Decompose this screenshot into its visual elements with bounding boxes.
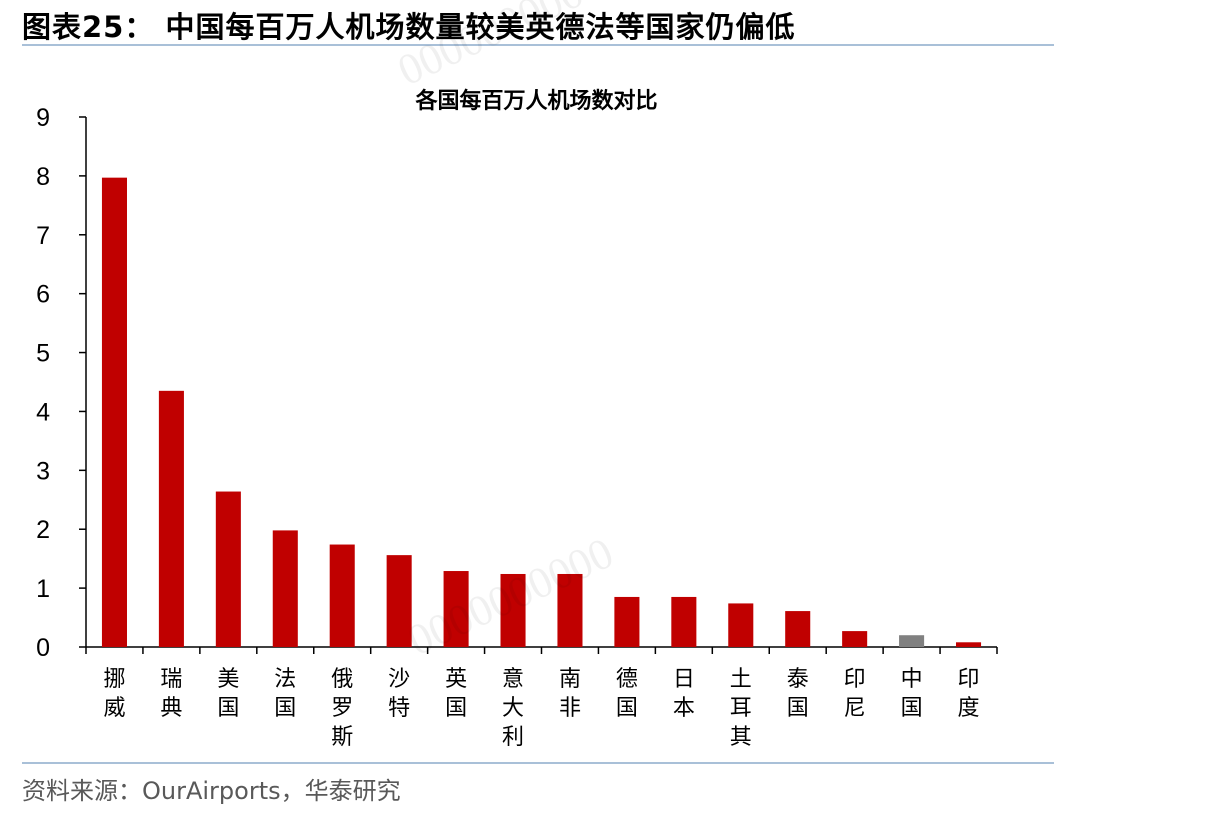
- y-tick-label: 7: [36, 222, 50, 250]
- bar: [671, 596, 697, 647]
- bar: [728, 603, 754, 647]
- bar: [500, 573, 526, 647]
- x-tick-label: 土耳其: [730, 667, 752, 750]
- y-tick-label: 0: [36, 634, 50, 662]
- bar: [443, 571, 469, 647]
- bar: [215, 491, 241, 647]
- y-tick-label: 9: [36, 104, 50, 132]
- y-tick-label: 1: [36, 575, 50, 603]
- x-tick-label: 南非: [559, 667, 581, 721]
- x-tick-label: 印度: [958, 667, 980, 721]
- x-tick-label: 俄罗斯: [331, 667, 353, 750]
- y-tick-label: 5: [36, 340, 50, 368]
- bottom-divider: [22, 762, 1054, 764]
- bar: [614, 596, 640, 647]
- y-tick-label: 8: [36, 163, 50, 191]
- bar: [272, 530, 298, 647]
- x-tick-label: 泰国: [787, 667, 809, 721]
- bar: [899, 635, 925, 647]
- source-note: 资料来源：OurAirports，华泰研究: [22, 777, 401, 805]
- bar: [842, 631, 868, 647]
- bar: [101, 177, 127, 647]
- y-tick-label: 4: [36, 398, 50, 426]
- bar: [785, 611, 811, 647]
- x-tick-label: 沙特: [388, 667, 410, 721]
- x-tick-label: 美国: [217, 667, 239, 721]
- bar: [956, 642, 982, 647]
- x-tick-label: 挪威: [103, 667, 125, 721]
- x-tick-label: 英国: [445, 667, 467, 721]
- bar: [557, 573, 583, 647]
- top-divider: [22, 44, 1054, 46]
- figure-title: 图表25： 中国每百万人机场数量较美英德法等国家仍偏低: [22, 10, 796, 44]
- y-tick-label: 3: [36, 457, 50, 485]
- x-tick-label: 瑞典: [160, 667, 182, 721]
- bar: [329, 544, 355, 647]
- chart-title: 各国每百万人机场数对比: [414, 88, 657, 114]
- y-tick-label: 2: [36, 516, 50, 544]
- x-tick-label: 法国: [274, 667, 296, 721]
- y-tick-label: 6: [36, 281, 50, 309]
- x-tick-label: 意大利: [502, 667, 524, 750]
- bar: [158, 390, 184, 647]
- x-tick-label: 印尼: [844, 667, 866, 721]
- x-tick-label: 中国: [901, 667, 923, 721]
- bar: [386, 555, 412, 647]
- x-tick-label: 德国: [616, 667, 638, 721]
- x-tick-label: 日本: [673, 667, 695, 721]
